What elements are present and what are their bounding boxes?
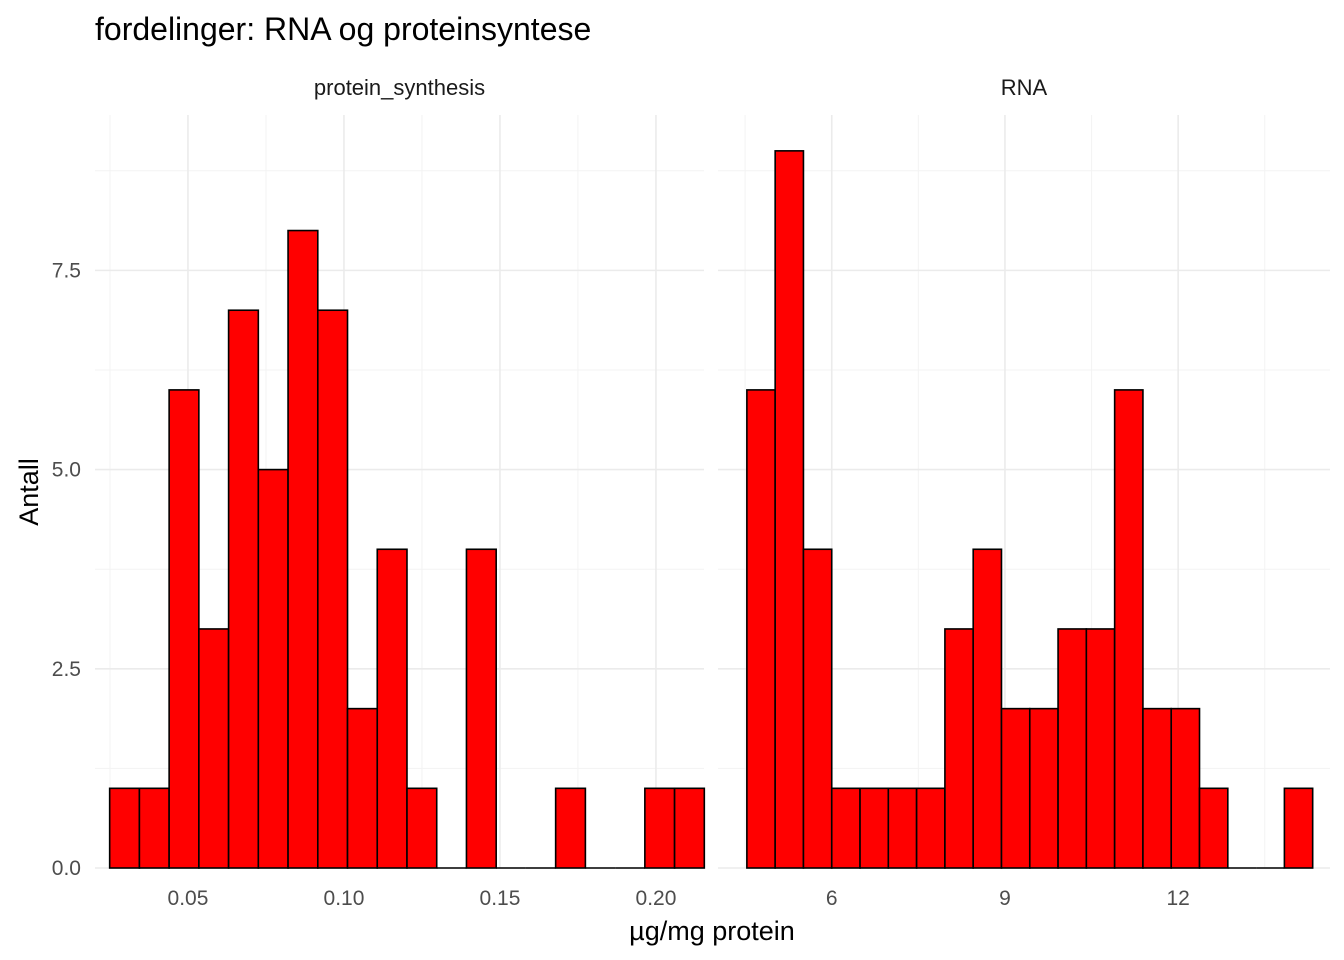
y-tick-label: 0.0 [52,857,81,880]
histogram-bar [554,787,587,869]
histogram-bar [198,628,230,869]
y-tick-label: 2.5 [52,658,81,681]
histogram-bar [1085,628,1116,869]
histogram-bar [465,548,497,869]
histogram-bar [108,787,141,869]
facet-strip-label: protein_synthesis [314,75,485,100]
x-tick-label: 6 [826,887,838,910]
facet-panel-1: RNA 6 9 12 [718,75,1330,910]
histogram-bar [227,309,260,869]
histogram-bar [168,389,200,869]
histogram-bar [257,468,289,869]
histogram-bar [774,150,805,869]
histogram-bar [887,787,918,869]
histogram-bar [972,548,1003,869]
x-tick-label: 0.20 [636,887,677,910]
x-tick-label: 0.10 [324,887,365,910]
histogram-bar [944,628,974,869]
histogram-bar [1198,787,1229,869]
histogram-bar [376,548,408,869]
histogram-bar [1142,707,1173,869]
histogram-bar [859,787,890,869]
histogram-bar [287,229,319,869]
histogram-bar [1170,707,1201,869]
histogram-bar [1028,707,1059,869]
facet-panels: protein_synthesis 0.05 0.10 0.15 0.20 0.0 2.5 5… [52,75,1330,910]
x-axis-title: µg/mg protein [629,916,795,946]
x-tick-label: 9 [999,887,1011,910]
x-tick-label: 0.05 [168,887,209,910]
histogram-bar [406,787,438,869]
x-tick-label: 0.15 [480,887,521,910]
histogram-bar [673,787,706,869]
histogram-bar [316,309,349,869]
histogram-bar [830,787,861,869]
histogram-bar [1057,628,1088,869]
y-tick-label: 7.5 [52,259,81,282]
x-tick-label: 12 [1166,887,1189,910]
histogram-bar [746,389,776,869]
histogram-bar [802,548,833,869]
histogram-bar [1283,787,1314,869]
y-axis-title: Antall [14,458,44,526]
histogram-bar [1113,389,1144,869]
facet-strip-label: RNA [1001,75,1048,100]
histogram-bar [1000,707,1031,869]
histogram-bar [138,787,170,869]
histogram-bar [346,707,379,869]
facet-panel-0: protein_synthesis 0.05 0.10 0.15 0.20 0.0 2.5 5… [52,75,706,910]
y-tick-label: 5.0 [52,459,81,482]
histogram-bar [915,787,946,869]
histogram-bar [644,787,676,869]
chart-title: fordelinger: RNA og proteinsyntese [95,11,591,47]
